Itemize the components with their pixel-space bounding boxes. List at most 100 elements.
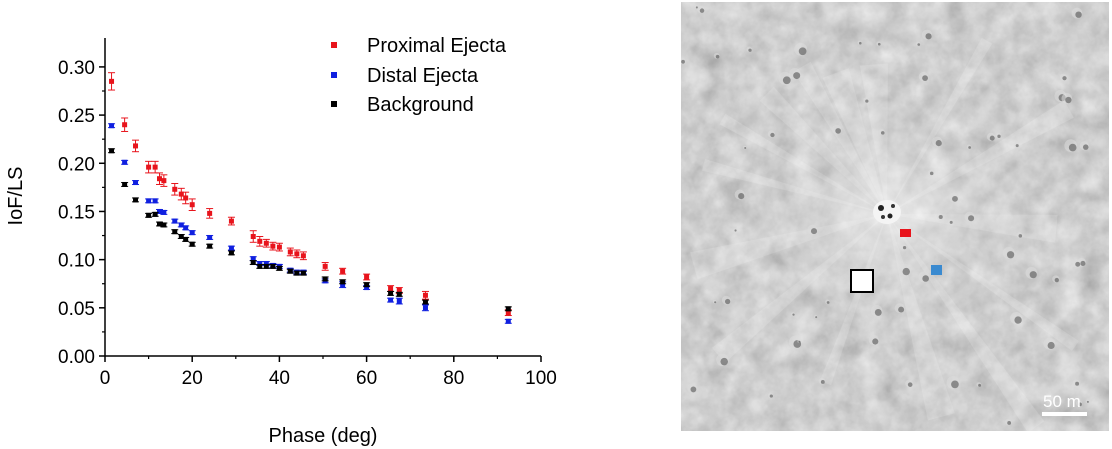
y-axis: 0.00 0.05 0.10 0.15 0.20 0.25 0.30 [58, 38, 106, 368]
data-point-distal [206, 234, 214, 240]
data-point-proximal [188, 198, 196, 211]
data-point-distal [421, 304, 429, 312]
data-point-proximal [321, 262, 329, 271]
data-point-proximal [363, 273, 371, 281]
data-point-proximal [160, 174, 168, 187]
data-point-background [145, 212, 153, 218]
legend-marker-distal [331, 72, 337, 78]
data-point-proximal [275, 242, 283, 252]
data-point-proximal [293, 249, 301, 259]
data-point-distal [504, 318, 512, 324]
data-point-proximal [156, 172, 163, 185]
data-point-background [504, 306, 512, 312]
data-point-background [262, 263, 270, 269]
data-point-distal [160, 209, 168, 215]
data-point-proximal [262, 238, 270, 248]
data-points [108, 72, 512, 324]
data-point-proximal [269, 241, 277, 251]
y-tick-label: 0.00 [58, 347, 95, 368]
scale-bar-label: 50 m [1043, 392, 1081, 411]
data-point-proximal [339, 267, 347, 275]
data-point-background [321, 276, 329, 282]
data-point-distal [132, 180, 140, 186]
phase-curve-chart: 0.00 0.05 0.10 0.15 0.20 0.25 0.30 0 20 40 60 80 10… [5, 35, 557, 447]
data-point-background [269, 263, 277, 269]
data-point-distal [395, 297, 403, 305]
data-point-background [227, 250, 235, 256]
background-marker [850, 269, 874, 293]
data-point-distal [171, 218, 179, 224]
crater-image-panel: 50 m [681, 2, 1109, 431]
data-point-background [151, 211, 159, 217]
data-point-distal [108, 123, 116, 129]
legend-label-proximal: Proximal Ejecta [367, 35, 507, 57]
data-point-proximal [421, 290, 429, 300]
y-ticks: 0.00 0.05 0.10 0.15 0.20 0.25 0.30 [58, 58, 105, 368]
data-point-distal [121, 159, 129, 165]
data-point-background [421, 299, 429, 305]
y-tick-label: 0.05 [58, 299, 95, 320]
data-point-proximal [182, 191, 190, 205]
x-axis: 0 20 40 60 80 100 [100, 355, 557, 389]
x-tick-label: 60 [356, 368, 377, 389]
scale-bar [1042, 412, 1087, 416]
data-point-background [363, 282, 371, 288]
data-point-distal [188, 230, 196, 236]
data-point-background [249, 260, 257, 266]
data-point-distal [145, 198, 153, 204]
legend-label-distal: Distal Ejecta [367, 65, 479, 87]
data-point-background [275, 265, 283, 271]
y-tick-label: 0.15 [58, 202, 95, 223]
x-tick-label: 100 [525, 368, 557, 389]
y-tick-label: 0.25 [58, 106, 95, 127]
fresh-crater [873, 200, 901, 224]
data-point-distal [182, 225, 190, 231]
small-craters [681, 5, 1090, 426]
data-point-proximal [299, 251, 307, 261]
data-point-background [160, 222, 168, 228]
y-tick-label: 0.10 [58, 251, 95, 272]
x-ticks: 0 20 40 60 80 100 [100, 356, 557, 389]
data-point-background [182, 236, 190, 242]
data-point-distal [387, 297, 395, 303]
data-point-background [132, 197, 140, 203]
data-point-background [299, 270, 307, 276]
series-distal [108, 123, 512, 324]
data-point-proximal [108, 72, 116, 91]
x-tick-label: 40 [269, 368, 290, 389]
x-tick-label: 20 [182, 368, 203, 389]
data-point-distal [227, 245, 235, 251]
data-point-background [339, 279, 347, 285]
data-point-background [286, 268, 294, 274]
legend-marker-proximal [331, 42, 337, 48]
data-point-proximal [249, 230, 257, 243]
proximal-ejecta-marker [900, 229, 911, 237]
data-point-proximal [206, 208, 214, 219]
data-point-background [108, 148, 116, 154]
y-tick-label: 0.20 [58, 154, 95, 175]
data-point-proximal [171, 183, 179, 196]
legend-marker-background [331, 101, 337, 107]
legend-label-background: Background [367, 94, 474, 116]
data-point-background [293, 270, 301, 276]
data-point-proximal [286, 247, 294, 257]
y-tick-label: 0.30 [58, 58, 95, 79]
x-tick-label: 0 [100, 368, 111, 389]
series-background [108, 148, 512, 312]
data-point-background [256, 263, 264, 269]
data-point-proximal [121, 117, 129, 132]
data-point-background [387, 290, 395, 296]
data-point-background [206, 243, 214, 249]
data-point-proximal [227, 216, 235, 226]
data-point-proximal [387, 285, 395, 292]
x-tick-label: 80 [443, 368, 464, 389]
data-point-background [171, 229, 179, 235]
data-point-background [395, 291, 403, 297]
series-proximal [108, 72, 512, 317]
data-point-background [121, 181, 129, 187]
data-point-proximal [132, 139, 140, 153]
data-point-distal [151, 198, 159, 204]
legend: Proximal Ejecta Distal Ejecta Background [331, 35, 507, 116]
data-point-proximal [145, 160, 153, 174]
y-axis-title: IoF/LS [5, 167, 27, 226]
